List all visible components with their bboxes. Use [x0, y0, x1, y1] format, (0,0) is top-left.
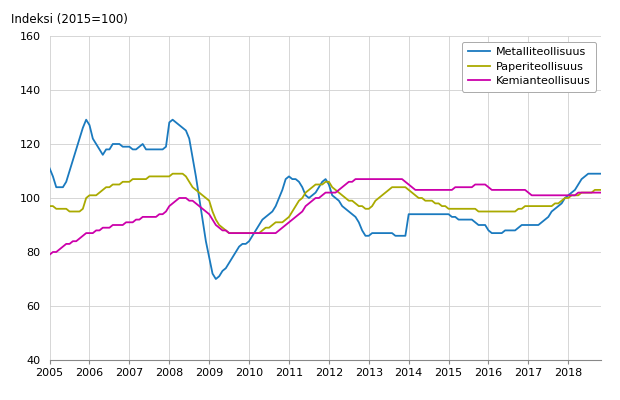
Metalliteollisuus — [242, 242, 249, 246]
Paperiteollisuus — [601, 188, 609, 192]
Metalliteollisuus — [378, 231, 386, 236]
Paperiteollisuus — [146, 174, 153, 179]
Kemianteollisuus — [601, 190, 609, 195]
Kemianteollisuus — [236, 231, 243, 236]
Metalliteollisuus — [149, 147, 156, 152]
Metalliteollisuus — [46, 166, 53, 171]
Paperiteollisuus — [209, 209, 216, 214]
Metalliteollisuus — [495, 231, 502, 236]
Metalliteollisuus — [212, 277, 219, 282]
Metalliteollisuus — [368, 231, 376, 236]
Kemianteollisuus — [365, 177, 373, 182]
Metalliteollisuus — [601, 171, 609, 176]
Line: Paperiteollisuus: Paperiteollisuus — [50, 174, 605, 233]
Kemianteollisuus — [375, 177, 383, 182]
Metalliteollisuus — [209, 271, 216, 276]
Kemianteollisuus — [352, 177, 359, 182]
Paperiteollisuus — [226, 231, 233, 236]
Line: Kemianteollisuus: Kemianteollisuus — [50, 179, 605, 255]
Paperiteollisuus — [46, 204, 53, 208]
Kemianteollisuus — [492, 188, 499, 192]
Paperiteollisuus — [242, 231, 249, 236]
Kemianteollisuus — [146, 214, 153, 219]
Paperiteollisuus — [495, 209, 502, 214]
Kemianteollisuus — [205, 212, 213, 217]
Legend: Metalliteollisuus, Paperiteollisuus, Kemianteollisuus: Metalliteollisuus, Paperiteollisuus, Kem… — [462, 42, 596, 92]
Paperiteollisuus — [169, 171, 176, 176]
Paperiteollisuus — [378, 193, 386, 198]
Kemianteollisuus — [46, 252, 53, 257]
Metalliteollisuus — [82, 117, 90, 122]
Text: Indeksi (2015=100): Indeksi (2015=100) — [11, 13, 128, 26]
Line: Metalliteollisuus: Metalliteollisuus — [50, 120, 605, 279]
Paperiteollisuus — [368, 204, 376, 208]
